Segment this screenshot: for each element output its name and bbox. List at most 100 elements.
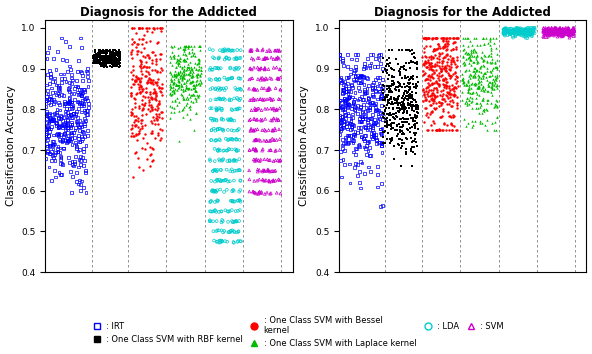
Point: [406, 130, 415, 135]
Point: [81, 167, 90, 173]
Point: [182, 43, 191, 49]
Point: [234, 189, 244, 194]
Point: [394, 68, 403, 74]
Point: [388, 114, 397, 120]
Point: [385, 110, 395, 116]
Point: [358, 160, 367, 166]
Point: [149, 146, 158, 152]
Point: [217, 106, 227, 112]
Point: [102, 52, 111, 57]
Point: [470, 80, 480, 86]
Point: [522, 30, 532, 35]
Point: [205, 156, 214, 162]
Point: [148, 114, 157, 120]
Point: [105, 48, 115, 54]
Point: [384, 85, 394, 91]
Point: [356, 119, 366, 125]
Point: [384, 98, 393, 103]
Point: [152, 57, 161, 62]
Point: [443, 110, 453, 115]
Point: [352, 77, 361, 82]
Point: [236, 187, 245, 193]
Point: [451, 64, 461, 69]
Point: [227, 97, 236, 103]
Point: [408, 149, 418, 154]
Point: [548, 28, 557, 34]
Point: [437, 60, 447, 65]
Point: [382, 94, 392, 99]
Point: [269, 56, 278, 62]
Point: [421, 43, 430, 48]
Point: [523, 28, 532, 33]
Point: [419, 91, 429, 97]
Point: [396, 106, 406, 112]
Point: [110, 63, 119, 69]
Point: [430, 47, 440, 53]
Point: [272, 107, 281, 112]
Point: [501, 26, 511, 32]
Point: [272, 116, 281, 121]
Point: [91, 60, 101, 66]
Point: [229, 48, 239, 53]
Point: [541, 31, 551, 37]
Point: [423, 127, 433, 132]
Point: [484, 53, 494, 58]
Point: [493, 64, 502, 70]
Point: [390, 68, 399, 73]
Point: [419, 72, 429, 77]
Point: [487, 81, 497, 87]
Point: [128, 133, 138, 138]
Point: [338, 142, 348, 148]
Point: [260, 116, 270, 122]
Point: [218, 127, 228, 132]
Point: [439, 96, 449, 101]
Point: [66, 132, 76, 137]
Point: [100, 57, 110, 62]
Point: [169, 55, 179, 61]
Point: [482, 68, 491, 74]
Point: [407, 164, 417, 169]
Point: [55, 85, 65, 91]
Point: [394, 80, 404, 86]
Point: [59, 123, 68, 129]
Point: [343, 81, 352, 86]
Point: [381, 63, 391, 69]
Point: [58, 138, 67, 143]
Point: [366, 131, 376, 137]
Point: [273, 55, 282, 61]
Point: [361, 145, 371, 151]
Point: [65, 44, 75, 49]
Point: [464, 88, 473, 94]
Point: [361, 109, 370, 114]
Point: [50, 158, 60, 164]
Point: [127, 112, 137, 117]
Point: [406, 48, 415, 53]
Point: [251, 127, 260, 132]
Point: [213, 148, 223, 154]
Point: [423, 80, 433, 86]
Point: [225, 159, 234, 164]
Point: [463, 77, 472, 83]
Point: [432, 46, 441, 52]
Point: [234, 167, 243, 173]
Point: [41, 98, 51, 104]
Point: [472, 49, 481, 55]
Point: [334, 131, 344, 137]
Point: [385, 137, 394, 142]
Point: [565, 30, 575, 35]
Point: [207, 188, 217, 194]
Point: [474, 85, 484, 91]
Point: [149, 118, 159, 123]
Point: [166, 76, 176, 82]
Point: [56, 113, 65, 118]
Point: [184, 49, 194, 55]
Point: [334, 97, 344, 103]
Point: [157, 81, 166, 87]
Point: [132, 90, 141, 96]
Point: [223, 158, 232, 164]
Point: [224, 47, 233, 52]
Point: [436, 115, 446, 120]
Point: [220, 46, 230, 52]
Point: [69, 163, 79, 169]
Point: [41, 156, 50, 161]
